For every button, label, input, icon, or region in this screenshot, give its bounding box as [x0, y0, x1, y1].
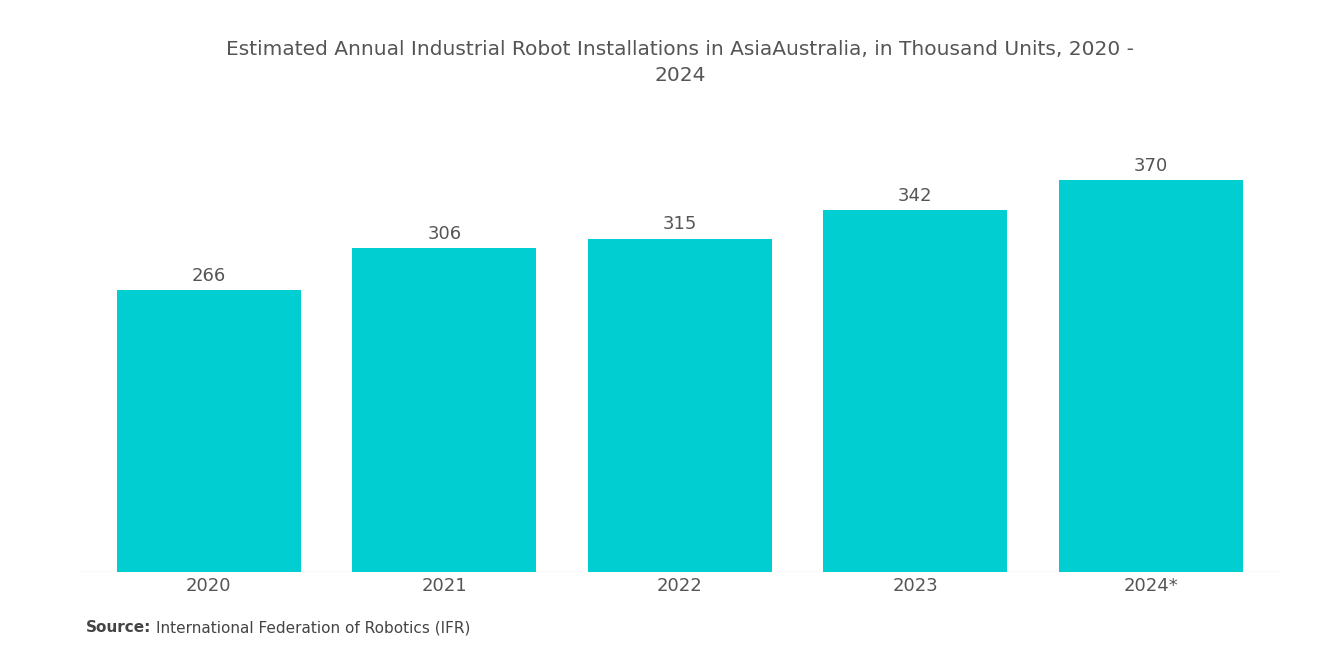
Text: 315: 315 — [663, 215, 697, 233]
Text: 266: 266 — [191, 267, 226, 285]
Bar — [352, 248, 536, 572]
Text: 342: 342 — [898, 187, 932, 205]
Title: Estimated Annual Industrial Robot Installations in AsiaAustralia, in Thousand Un: Estimated Annual Industrial Robot Instal… — [226, 40, 1134, 85]
Text: 306: 306 — [428, 225, 461, 243]
Text: Source:: Source: — [86, 620, 152, 635]
Bar — [824, 210, 1007, 572]
Text: International Federation of Robotics (IFR): International Federation of Robotics (IF… — [156, 620, 470, 635]
Bar — [117, 291, 301, 572]
Bar — [587, 239, 772, 572]
Text: 370: 370 — [1134, 157, 1168, 175]
Bar — [1059, 180, 1242, 572]
